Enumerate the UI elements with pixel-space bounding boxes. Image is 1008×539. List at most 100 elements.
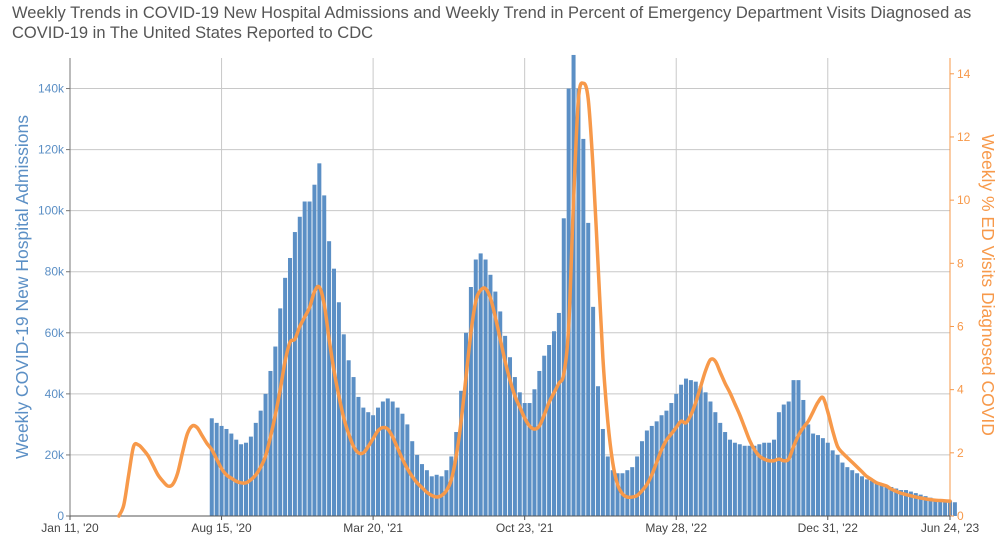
admissions-bar — [361, 407, 366, 516]
admissions-bar — [820, 438, 825, 516]
x-tick-label: Mar 20, '21 — [343, 521, 403, 535]
admissions-bar — [248, 436, 253, 516]
admissions-bar — [537, 370, 542, 516]
admissions-bar — [356, 396, 361, 516]
admissions-bar — [454, 432, 459, 516]
admissions-bar — [517, 392, 522, 516]
admissions-bar — [292, 232, 297, 517]
admissions-bar — [576, 88, 581, 516]
y2-tick-label: 12 — [957, 130, 971, 144]
admissions-bar — [767, 442, 772, 516]
admissions-bar — [483, 259, 488, 516]
admissions-bar — [214, 422, 219, 516]
admissions-bar — [669, 403, 674, 516]
admissions-bar — [508, 357, 513, 516]
y-tick-label: 0 — [57, 509, 64, 523]
admissions-bar — [938, 499, 943, 516]
admissions-bar — [239, 444, 244, 516]
admissions-bar — [302, 201, 307, 516]
admissions-bar — [542, 355, 547, 516]
admissions-bar — [522, 403, 527, 516]
chart-title: Weekly Trends in COVID-19 New Hospital A… — [12, 4, 972, 42]
admissions-bar — [473, 259, 478, 516]
admissions-bar — [581, 138, 586, 516]
admissions-bar — [757, 444, 762, 516]
admissions-bar — [640, 441, 645, 516]
admissions-bar — [532, 389, 537, 516]
admissions-bar — [307, 201, 312, 516]
admissions-bar — [806, 424, 811, 516]
admissions-bar — [468, 287, 473, 516]
admissions-bar — [659, 415, 664, 516]
admissions-bar — [288, 257, 293, 516]
admissions-bar — [336, 302, 341, 516]
admissions-bar — [586, 222, 591, 516]
admissions-bar — [835, 454, 840, 516]
admissions-bar — [713, 412, 718, 516]
admissions-bar — [635, 456, 640, 516]
admissions-bar — [317, 163, 322, 516]
admissions-bar — [762, 442, 767, 516]
admissions-bar — [933, 499, 938, 516]
admissions-bar — [415, 454, 420, 516]
admissions-bar — [630, 467, 635, 516]
admissions-bar — [864, 479, 869, 516]
admissions-bar — [571, 54, 576, 516]
admissions-bar — [591, 306, 596, 516]
admissions-bar — [556, 312, 561, 516]
admissions-bar — [371, 415, 376, 516]
admissions-bar — [943, 500, 948, 516]
admissions-bar — [913, 493, 918, 516]
admissions-bar — [869, 480, 874, 516]
admissions-bar — [366, 412, 371, 516]
ed-visits-line-path — [117, 81, 952, 518]
admissions-bar — [840, 462, 845, 516]
y2-tick-label: 0 — [957, 509, 964, 523]
admissions-bar — [332, 268, 337, 516]
admissions-bar — [644, 430, 649, 516]
axes — [66, 58, 954, 520]
admissions-bar — [918, 494, 923, 516]
y-tick-label: 40k — [45, 387, 65, 401]
admissions-bar — [752, 445, 757, 516]
admissions-bar — [493, 291, 498, 516]
y-tick-label: 100k — [38, 204, 65, 218]
admissions-bar — [400, 413, 405, 516]
admissions-bar — [498, 311, 503, 516]
admissions-bar — [708, 401, 713, 516]
admissions-bar — [879, 483, 884, 516]
y2-tick-label: 2 — [957, 446, 964, 460]
admissions-bar — [894, 488, 899, 516]
admissions-bar — [825, 442, 830, 516]
admissions-bar — [776, 412, 781, 516]
admissions-bar — [552, 331, 557, 516]
admissions-bar — [732, 442, 737, 516]
admissions-bar — [928, 497, 933, 516]
admissions-bar — [610, 470, 615, 516]
admissions-bar — [772, 439, 777, 516]
admissions-bar — [327, 241, 332, 516]
admissions-bar — [664, 410, 669, 516]
x-tick-label: Jan 11, '20 — [41, 521, 99, 535]
admissions-bar — [615, 473, 620, 516]
y2-tick-label: 8 — [957, 256, 964, 270]
admissions-bar — [625, 470, 630, 516]
admissions-bar — [801, 399, 806, 516]
admissions-bars — [209, 54, 957, 517]
admissions-bar — [654, 421, 659, 516]
admissions-bar — [273, 346, 278, 516]
admissions-bar — [904, 490, 909, 516]
y-tick-label: 20k — [45, 448, 65, 462]
admissions-bar — [884, 485, 889, 516]
admissions-bar — [816, 435, 821, 516]
admissions-bar — [547, 345, 552, 516]
admissions-bar — [796, 380, 801, 516]
x-tick-label: Jun 24, '23 — [921, 521, 980, 535]
admissions-bar — [850, 470, 855, 516]
admissions-bar — [322, 195, 327, 516]
admissions-bar — [464, 332, 469, 516]
admissions-bar — [923, 496, 928, 516]
admissions-bar — [234, 439, 239, 516]
admissions-bar — [742, 445, 747, 516]
